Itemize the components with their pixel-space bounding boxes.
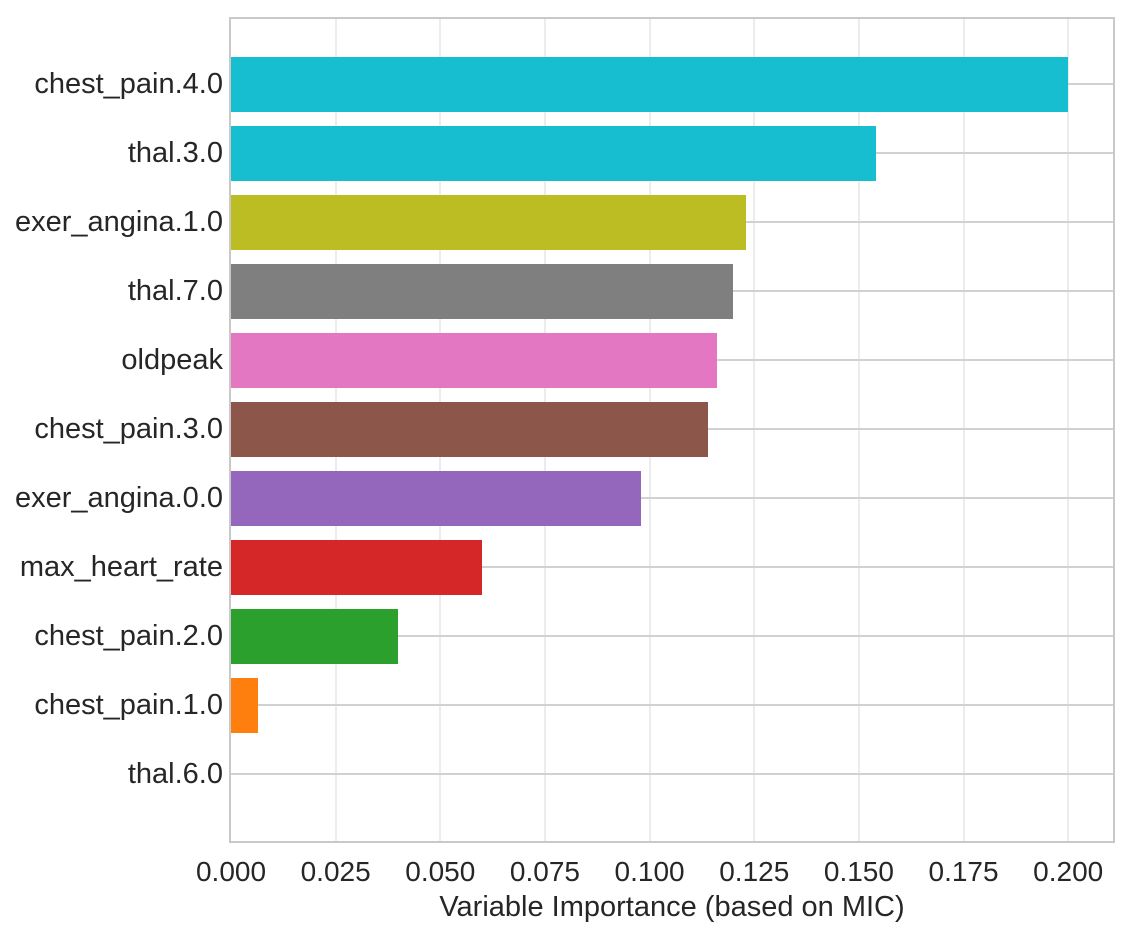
plot-area (229, 17, 1115, 843)
bar-chest_pain.2.0 (231, 608, 399, 664)
y-tick-label: thal.3.0 (127, 137, 223, 170)
bar-chest_pain.3.0 (231, 401, 709, 457)
y-gridline (231, 704, 1113, 707)
y-tick-label: thal.6.0 (127, 758, 223, 791)
y-gridline (231, 497, 1113, 500)
y-tick-label: chest_pain.3.0 (34, 413, 223, 446)
bar-oldpeak (231, 332, 717, 388)
x-tick-label: 0.200 (1033, 856, 1104, 887)
x-tick-label: 0.025 (300, 856, 371, 887)
bar-max_heart_rate (231, 539, 483, 595)
y-tick-label: exer_angina.1.0 (15, 206, 223, 239)
y-gridline (231, 635, 1113, 638)
bar-exer_angina.0.0 (231, 470, 642, 526)
x-tick-label: 0.125 (719, 856, 790, 887)
y-tick-label: max_heart_rate (19, 551, 223, 584)
y-gridline (231, 566, 1113, 569)
x-axis-label: Variable Importance (based on MIC) (439, 891, 905, 923)
x-tick-label: 0.000 (195, 856, 267, 887)
bar-chest_pain.1.0 (231, 677, 259, 733)
x-tick-label: 0.150 (823, 856, 894, 887)
bar-thal.7.0 (231, 263, 734, 319)
y-tick-label: thal.7.0 (127, 275, 223, 308)
y-tick-label: oldpeak (121, 344, 223, 377)
bar-thal.3.0 (231, 125, 876, 181)
y-tick-label: chest_pain.4.0 (34, 68, 223, 100)
y-tick-label: chest_pain.2.0 (34, 620, 223, 653)
bar-chest_pain.4.0 (231, 56, 1069, 112)
y-gridline (231, 773, 1113, 776)
bar-exer_angina.1.0 (231, 194, 746, 250)
x-tick-label: 0.100 (614, 856, 685, 887)
y-tick-label: chest_pain.1.0 (34, 689, 223, 722)
x-tick-label: 0.050 (405, 856, 476, 887)
x-tick-label: 0.175 (928, 856, 999, 887)
y-tick-label: exer_angina.0.0 (15, 482, 223, 515)
x-tick-label: 0.075 (509, 856, 580, 887)
